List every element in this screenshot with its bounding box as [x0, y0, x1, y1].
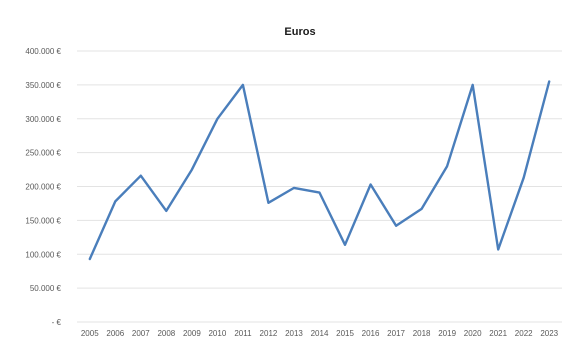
x-tick-label: 2020 — [464, 329, 482, 338]
series-line — [88, 80, 551, 261]
series-layer — [88, 80, 551, 261]
y-tick-label: 150.000 € — [25, 216, 61, 225]
x-tick-label: 2023 — [540, 329, 558, 338]
x-tick-label: 2012 — [260, 329, 278, 338]
x-tick-label: 2018 — [413, 329, 431, 338]
y-axis-ticks: - € 50.000 € 100.000 € 150.000 € 200.000 € 25… — [25, 47, 61, 327]
y-tick-label: 300.000 € — [25, 115, 61, 124]
x-tick-label: 2010 — [208, 329, 226, 338]
x-tick-label: 2019 — [438, 329, 456, 338]
y-tick-label: 250.000 € — [25, 149, 61, 158]
x-tick-label: 2013 — [285, 329, 303, 338]
x-tick-label: 2014 — [311, 329, 329, 338]
y-tick-label: - € — [52, 318, 62, 327]
y-tick-label: 350.000 € — [25, 81, 61, 90]
x-tick-label: 2022 — [515, 329, 533, 338]
x-tick-label: 2005 — [81, 329, 99, 338]
x-tick-label: 2017 — [387, 329, 405, 338]
y-tick-label: 400.000 € — [25, 47, 61, 56]
x-tick-label: 2008 — [157, 329, 175, 338]
x-tick-label: 2007 — [132, 329, 150, 338]
x-tick-label: 2006 — [106, 329, 124, 338]
x-tick-label: 2021 — [489, 329, 507, 338]
x-axis-ticks: 2005 2006 2007 2008 2009 2010 2011 2012 2013 2014… — [81, 329, 559, 338]
x-tick-label: 2015 — [336, 329, 354, 338]
y-tick-label: 100.000 € — [25, 250, 61, 259]
x-tick-label: 2009 — [183, 329, 201, 338]
y-tick-label: 50.000 € — [30, 284, 62, 293]
y-tick-label: 200.000 € — [25, 183, 61, 192]
gridlines — [77, 50, 562, 323]
x-tick-label: 2016 — [362, 329, 380, 338]
chart-title: Euros — [284, 26, 315, 38]
x-tick-label: 2011 — [234, 329, 252, 338]
